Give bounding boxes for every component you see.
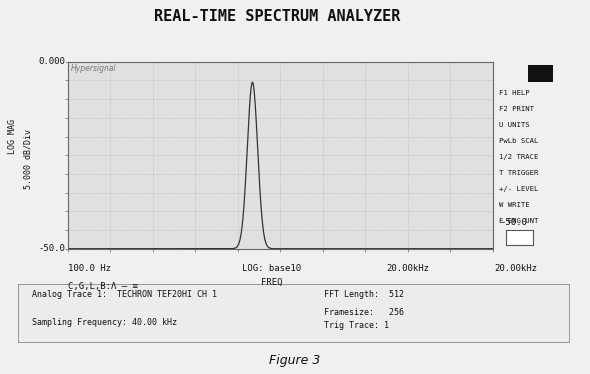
Text: E ENG-UNT: E ENG-UNT xyxy=(499,218,538,224)
Text: 0.000: 0.000 xyxy=(38,57,65,66)
Text: FREQ: FREQ xyxy=(261,278,283,287)
Text: Trig Trace: 1: Trig Trace: 1 xyxy=(324,321,389,329)
Text: 1/2 TRACE: 1/2 TRACE xyxy=(499,154,538,160)
Text: Figure 3: Figure 3 xyxy=(269,354,321,367)
Text: PwLb SCAL: PwLb SCAL xyxy=(499,138,538,144)
Text: REAL-TIME SPECTRUM ANALYZER: REAL-TIME SPECTRUM ANALYZER xyxy=(154,9,401,24)
Text: LOG MAG: LOG MAG xyxy=(8,119,18,154)
Text: 100.0 Hz: 100.0 Hz xyxy=(68,264,111,273)
Text: LOG: base10: LOG: base10 xyxy=(242,264,301,273)
Text: -50.0: -50.0 xyxy=(500,218,527,227)
Text: 20.00kHz: 20.00kHz xyxy=(494,264,537,273)
Text: Sampling Frequency: 40.00 kHz: Sampling Frequency: 40.00 kHz xyxy=(32,318,178,327)
Text: W WRITE: W WRITE xyxy=(499,202,529,208)
Text: U UNITS: U UNITS xyxy=(499,122,529,128)
Text: 20.00kHz: 20.00kHz xyxy=(386,264,429,273)
Text: 5.000 dB/Div: 5.000 dB/Div xyxy=(24,129,33,189)
Text: Framesize:   256: Framesize: 256 xyxy=(324,308,405,317)
Text: C,G,L,B:Λ – ≡: C,G,L,B:Λ – ≡ xyxy=(68,282,137,291)
Text: Hypersignal: Hypersignal xyxy=(71,64,116,73)
Text: Analog Trace 1:  TECHRON TEF20HI CH 1: Analog Trace 1: TECHRON TEF20HI CH 1 xyxy=(32,290,218,299)
Text: +/- LEVEL: +/- LEVEL xyxy=(499,186,538,192)
Text: -50.0: -50.0 xyxy=(38,244,65,253)
Text: FFT Length:  512: FFT Length: 512 xyxy=(324,290,405,299)
Text: F2 PRINT: F2 PRINT xyxy=(499,106,533,112)
Text: T TRIGGER: T TRIGGER xyxy=(499,170,538,176)
Text: F1 HELP: F1 HELP xyxy=(499,90,529,96)
